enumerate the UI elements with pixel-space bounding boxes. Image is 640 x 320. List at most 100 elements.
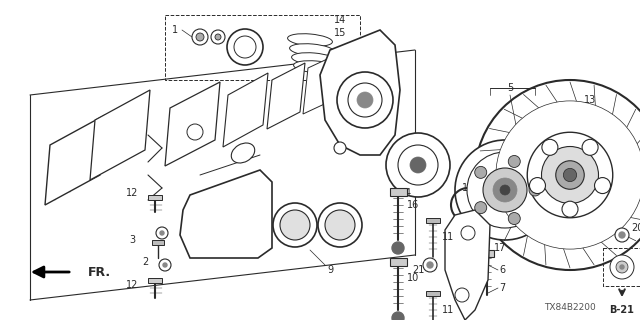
Circle shape [325,210,355,240]
Text: 11: 11 [442,305,454,315]
Text: 10: 10 [407,273,419,283]
Circle shape [348,83,382,117]
Bar [481,250,494,257]
Circle shape [483,168,527,212]
Circle shape [386,133,450,197]
Bar [148,195,162,200]
Circle shape [392,312,404,320]
Text: FR.: FR. [88,266,111,278]
Ellipse shape [292,53,337,65]
Circle shape [542,139,558,155]
Circle shape [160,231,164,235]
Polygon shape [180,170,272,258]
Text: 12: 12 [126,280,138,290]
Text: 8: 8 [235,208,241,218]
Polygon shape [165,82,220,166]
Circle shape [529,178,545,194]
Circle shape [616,261,628,273]
Text: 6: 6 [499,265,505,275]
Circle shape [527,132,612,218]
Circle shape [562,201,578,217]
Polygon shape [223,73,268,147]
Text: 16: 16 [407,200,419,210]
Bar [603,248,640,286]
Text: 18: 18 [479,228,491,238]
Bar [148,278,162,283]
Circle shape [215,34,221,40]
Circle shape [163,263,167,267]
Circle shape [280,210,310,240]
Text: 14: 14 [334,15,346,25]
Circle shape [192,29,208,45]
Circle shape [410,157,426,173]
Circle shape [337,72,393,128]
Circle shape [227,29,263,65]
Ellipse shape [287,34,332,46]
Circle shape [318,203,362,247]
Polygon shape [267,63,305,129]
Circle shape [619,232,625,238]
Text: B-21: B-21 [609,305,634,315]
Text: 2: 2 [142,257,148,267]
Circle shape [470,235,480,245]
Text: 5: 5 [507,83,513,93]
Circle shape [321,66,329,74]
Text: 13: 13 [584,95,596,105]
Circle shape [500,185,510,195]
Text: 21: 21 [412,265,424,275]
Circle shape [211,30,225,44]
Ellipse shape [294,61,339,73]
Circle shape [357,92,373,108]
Polygon shape [45,115,105,205]
Text: 19: 19 [462,183,474,193]
Circle shape [455,140,555,240]
Circle shape [620,265,624,269]
Text: 3: 3 [129,235,135,245]
Text: 7: 7 [499,283,505,293]
Text: 4: 4 [405,188,411,198]
Circle shape [475,166,487,178]
Circle shape [392,242,404,254]
Circle shape [467,152,543,228]
Circle shape [335,55,345,65]
Circle shape [423,258,437,272]
Circle shape [508,212,520,225]
Text: 11: 11 [442,232,454,242]
Circle shape [582,139,598,155]
Circle shape [475,202,487,214]
Polygon shape [341,45,370,98]
Circle shape [398,145,438,185]
Circle shape [427,262,433,268]
Bar [390,258,407,266]
Circle shape [455,288,469,302]
Circle shape [159,259,171,271]
Circle shape [496,101,640,249]
Text: 17: 17 [494,243,506,253]
Bar [152,240,164,245]
Bar [390,188,407,196]
Ellipse shape [231,143,255,163]
Text: 1: 1 [172,25,178,35]
Bar [426,291,440,296]
Circle shape [610,255,634,279]
Text: 15: 15 [334,28,346,38]
Text: 20: 20 [631,223,640,233]
Circle shape [541,147,598,204]
Circle shape [156,227,168,239]
Circle shape [234,36,256,58]
Circle shape [334,142,346,154]
Text: TX84B2200: TX84B2200 [544,303,596,313]
Ellipse shape [289,44,335,56]
Circle shape [556,161,584,189]
Circle shape [615,228,629,242]
Polygon shape [320,30,400,155]
Circle shape [475,80,640,270]
Polygon shape [445,210,490,320]
Circle shape [187,124,203,140]
Circle shape [196,33,204,41]
Circle shape [273,203,317,247]
Polygon shape [90,90,150,180]
Circle shape [563,168,577,182]
Text: 9: 9 [327,265,333,275]
Circle shape [595,178,611,194]
